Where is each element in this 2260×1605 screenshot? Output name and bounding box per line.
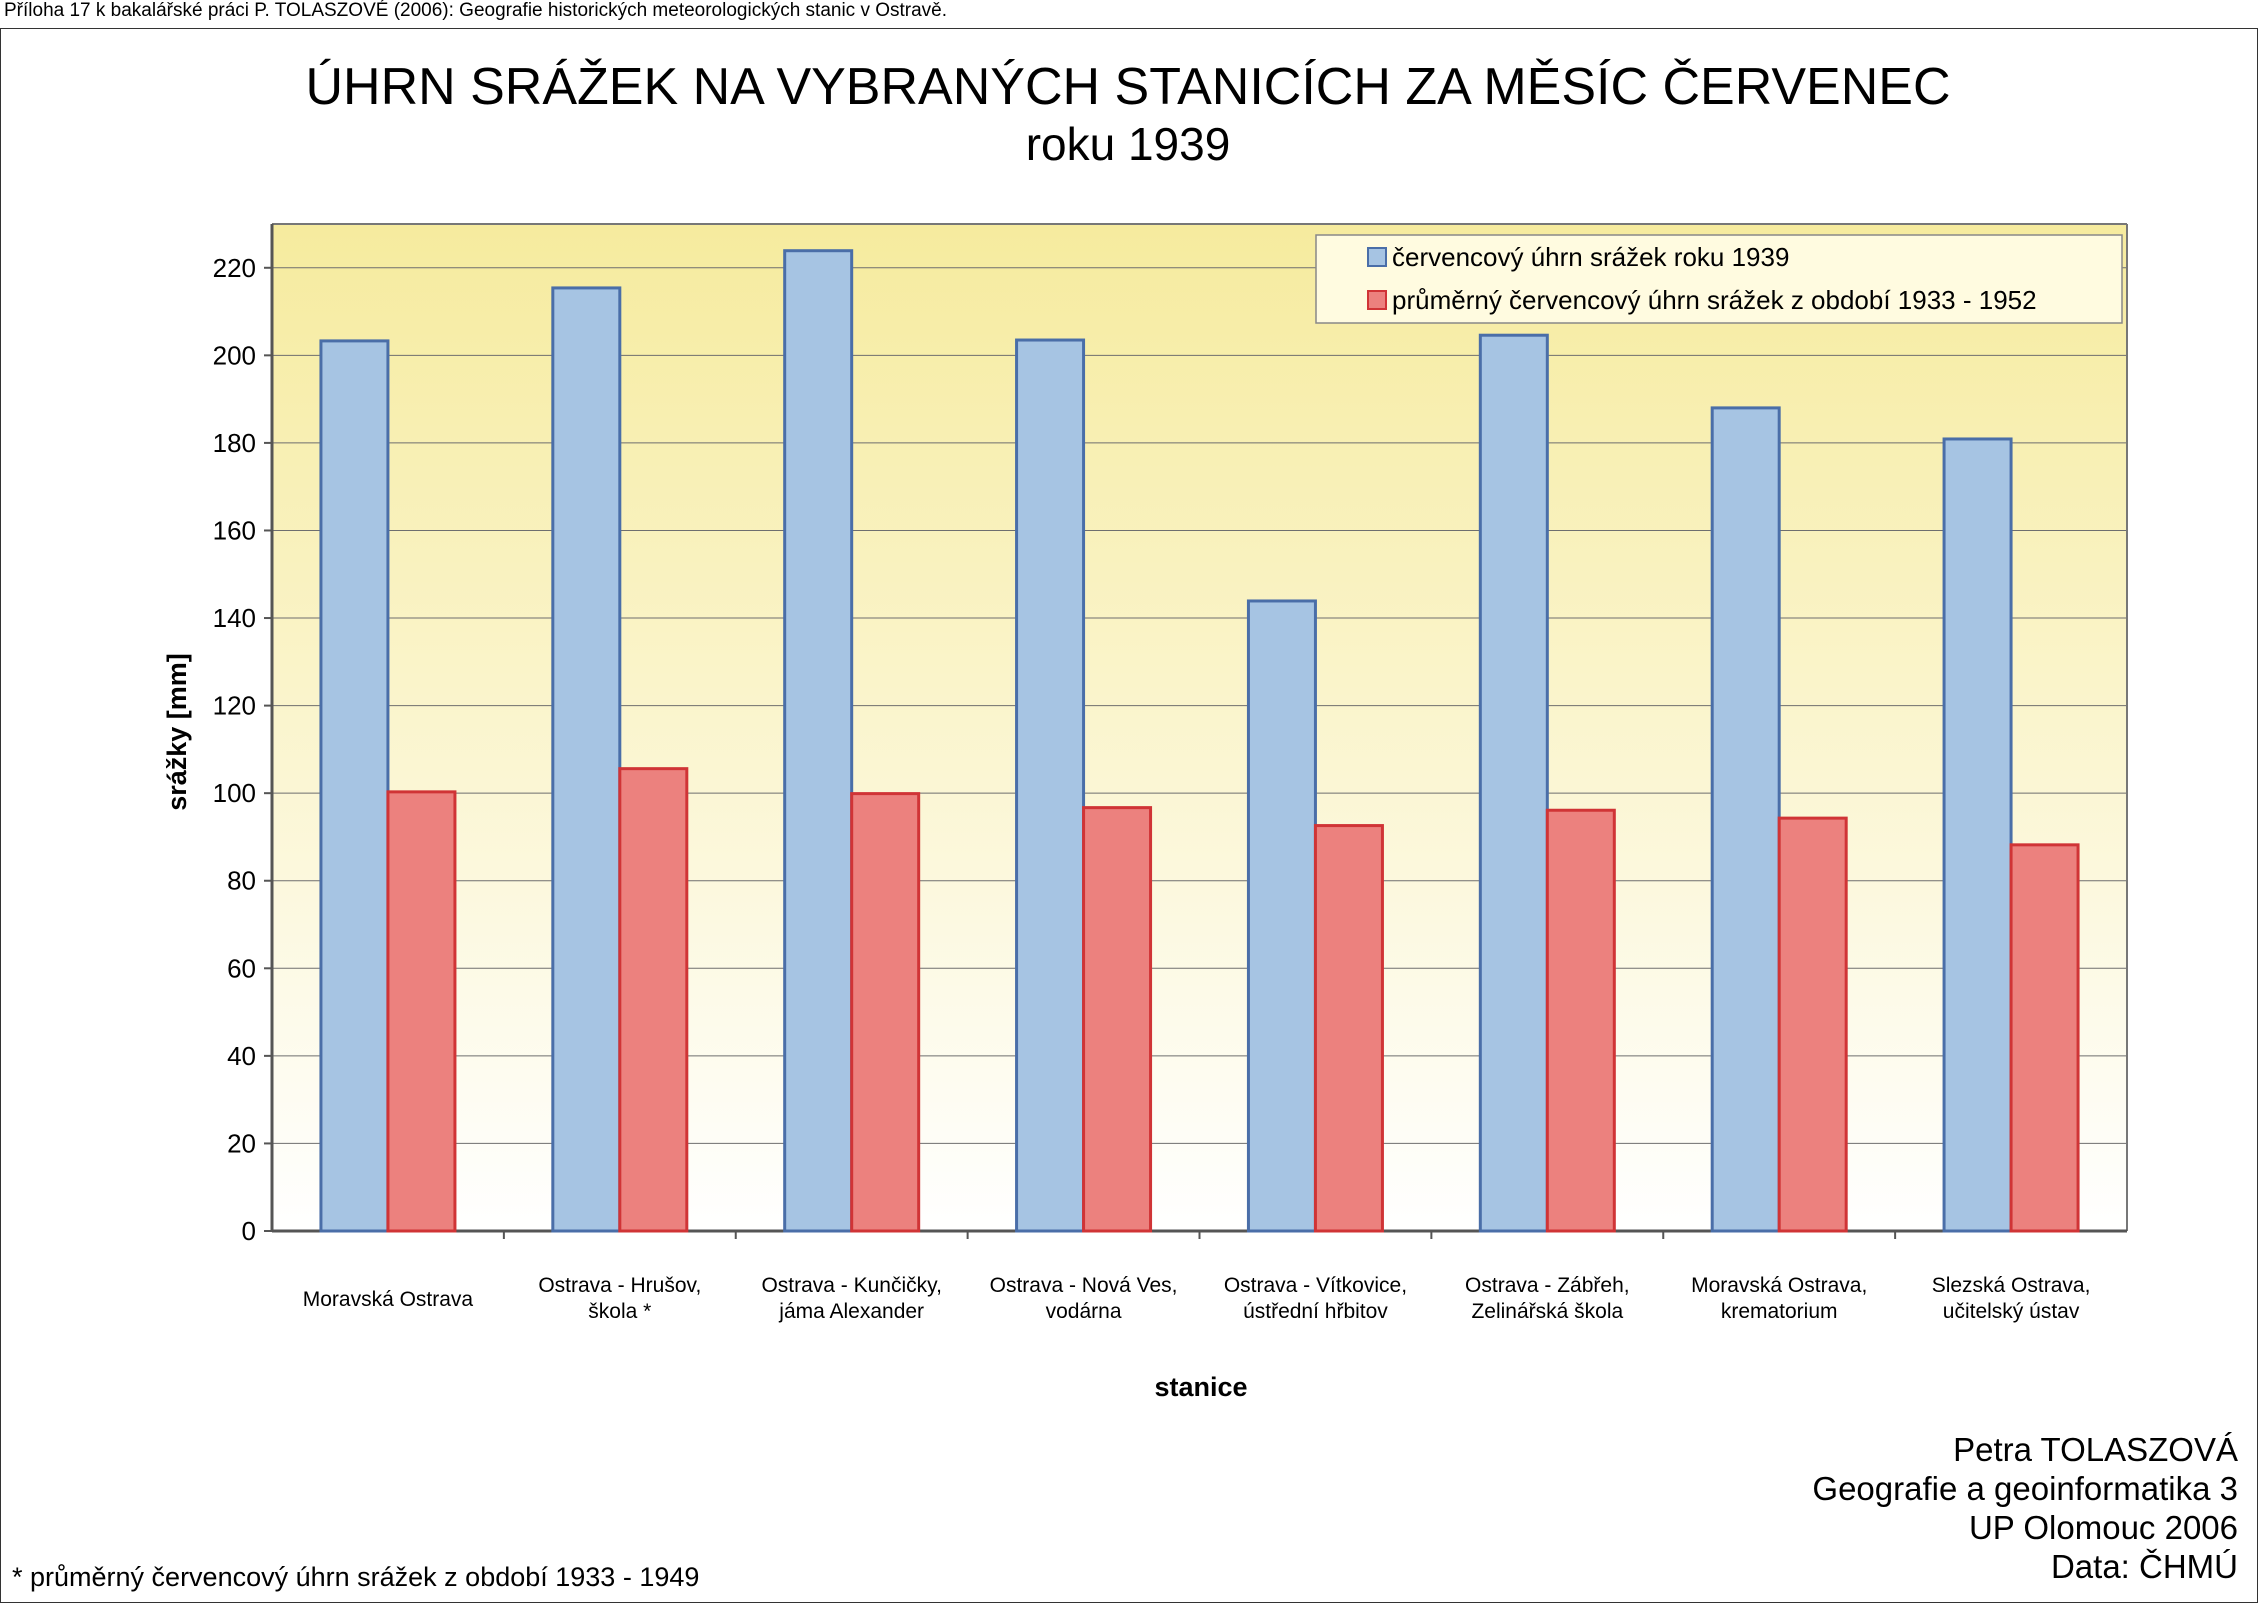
x-category-label: Ostrava - Zábřeh, xyxy=(1465,1274,1630,1297)
y-tick-label: 80 xyxy=(227,866,256,896)
y-tick-label: 160 xyxy=(213,515,256,545)
bar-series-1 xyxy=(1710,406,1781,1233)
legend-label: průměrný červencový úhrn srážek z období… xyxy=(1392,285,2037,315)
x-category-label: Ostrava - Vítkovice, xyxy=(1224,1274,1407,1297)
credit-author: Petra TOLASZOVÁ xyxy=(1953,1431,2238,1468)
y-tick-label: 20 xyxy=(227,1128,256,1158)
legend-swatch xyxy=(1367,290,1387,310)
x-category-label: Ostrava - Nová Ves, xyxy=(990,1274,1178,1297)
x-category-label: Moravská Ostrava, xyxy=(1691,1274,1867,1297)
chart-frame xyxy=(0,28,2258,1603)
y-tick-label: 220 xyxy=(213,253,256,283)
y-tick-label: 180 xyxy=(213,428,256,458)
x-category-label: jáma Alexander xyxy=(778,1300,924,1323)
legend-box xyxy=(1315,234,2123,324)
bar-series-1 xyxy=(319,339,390,1233)
bar-series-2 xyxy=(2009,843,2080,1233)
bar-series-1 xyxy=(1478,333,1549,1233)
bar-series-1 xyxy=(783,249,854,1233)
legend: červencový úhrn srážek roku 1939 průměrný… xyxy=(1315,234,2123,324)
y-tick-label: 60 xyxy=(227,953,256,983)
chart-subtitle: roku 1939 xyxy=(1026,118,1231,170)
credit-source: Data: ČHMÚ xyxy=(2050,1548,2238,1585)
bar-series-1 xyxy=(1015,338,1086,1233)
y-axis-label: srážky [mm] xyxy=(162,653,192,811)
y-tick-label: 0 xyxy=(242,1216,256,1246)
footnote: * průměrný červencový úhrn srážek z obdo… xyxy=(12,1562,700,1592)
bar-series-1 xyxy=(1246,599,1317,1233)
x-category-label: škola * xyxy=(588,1300,651,1323)
x-category-label: Ostrava - Hrušov, xyxy=(538,1274,701,1297)
y-tick-label: 40 xyxy=(227,1041,256,1071)
credits: Petra TOLASZOVÁ Geografie a geoinformati… xyxy=(1812,1430,2238,1586)
x-category-label: krematorium xyxy=(1721,1300,1838,1323)
header-note: Příloha 17 k bakalářské práci P. TOLASZO… xyxy=(4,0,948,21)
y-tick-label: 200 xyxy=(213,340,256,370)
legend-swatch xyxy=(1367,247,1387,267)
bar-series-2 xyxy=(386,790,457,1233)
bar-series-2 xyxy=(1313,824,1384,1233)
x-category-label: Zelinářská škola xyxy=(1471,1300,1623,1323)
x-category-label: vodárna xyxy=(1046,1300,1122,1323)
x-category-label: Moravská Ostrava xyxy=(303,1288,474,1311)
x-category-label: Ostrava - Kunčičky, xyxy=(761,1274,942,1297)
x-axis-label: stanice xyxy=(1154,1372,1247,1402)
chart-title: ÚHRN SRÁŽEK NA VYBRANÝCH STANICÍCH ZA MĚ… xyxy=(305,58,1950,116)
plot-area xyxy=(272,224,2127,1231)
y-tick-label: 120 xyxy=(213,691,256,721)
y-tick-label: 100 xyxy=(213,778,256,808)
y-tick-label: 140 xyxy=(213,603,256,633)
bar-series-1 xyxy=(551,286,622,1233)
credit-program: Geografie a geoinformatika 3 xyxy=(1812,1470,2238,1507)
bar-series-2 xyxy=(850,792,921,1233)
x-category-label: ústřední hřbitov xyxy=(1243,1300,1388,1323)
bar-series-2 xyxy=(618,767,689,1233)
bar-series-2 xyxy=(1545,808,1616,1233)
legend-label: červencový úhrn srážek roku 1939 xyxy=(1392,242,1789,272)
bar-series-2 xyxy=(1777,816,1848,1233)
x-category-label: Slezská Ostrava, xyxy=(1932,1274,2091,1297)
credit-university: UP Olomouc 2006 xyxy=(1968,1509,2238,1546)
x-category-label: učitelský ústav xyxy=(1943,1300,2080,1323)
bar-series-1 xyxy=(1942,437,2013,1233)
bar-series-2 xyxy=(1082,806,1153,1233)
